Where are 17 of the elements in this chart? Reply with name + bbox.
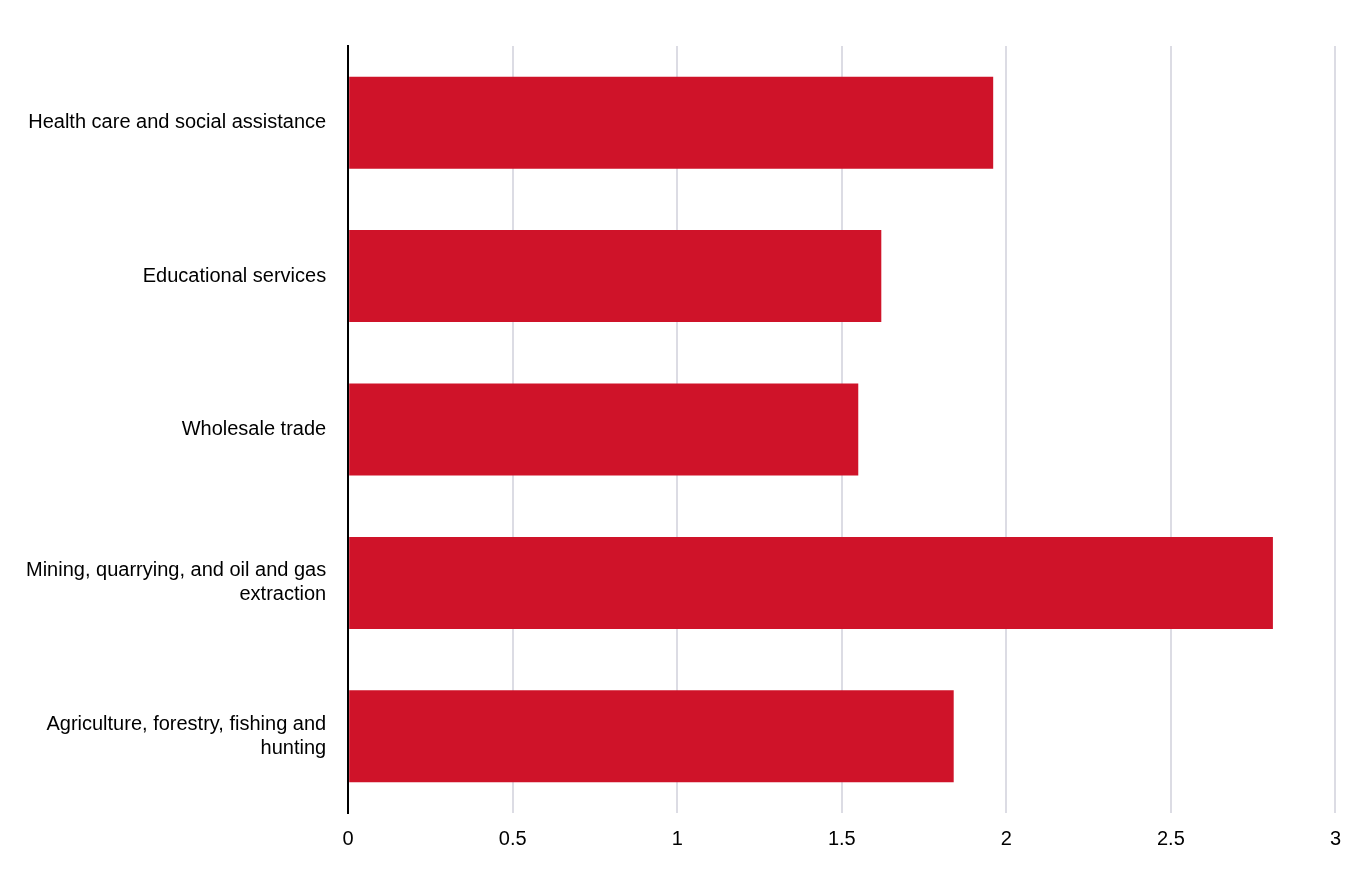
y-tick-label: Health care and social assistance — [28, 110, 327, 133]
bar — [349, 230, 882, 323]
bar — [349, 76, 994, 169]
x-tick-label: 2.5 — [1156, 826, 1185, 849]
y-tick-label: Agriculture, forestry, fishing and hunting — [46, 711, 327, 758]
x-tick-label: 1.5 — [827, 826, 856, 849]
bar — [349, 690, 954, 783]
x-tick-label: 0 — [342, 826, 354, 849]
y-tick-label: Wholesale trade — [181, 417, 327, 440]
bar — [349, 383, 859, 476]
x-tick-label: 2 — [1000, 826, 1012, 849]
y-tick-label: Educational services — [142, 263, 327, 286]
x-tick-label: 3 — [1329, 826, 1341, 849]
x-tick-label: 0.5 — [498, 826, 527, 849]
y-tick-label: Mining, quarrying, and oil and gas extraction — [26, 558, 327, 605]
bar — [349, 536, 1273, 629]
x-tick-label: 1 — [671, 826, 683, 849]
